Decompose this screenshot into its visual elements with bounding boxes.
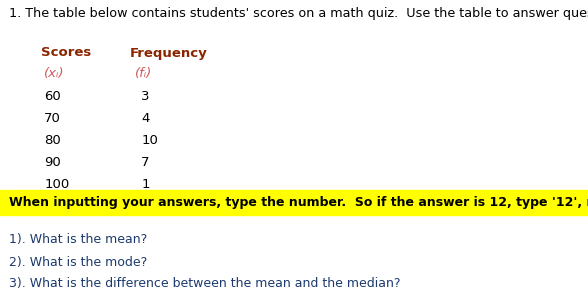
Text: (fᵢ): (fᵢ) [135,68,152,80]
Text: Frequency: Frequency [129,46,207,59]
Text: 1. The table below contains students' scores on a math quiz.  Use the table to a: 1. The table below contains students' sc… [9,8,588,20]
Text: 80: 80 [44,134,61,147]
Text: 1). What is the mean?: 1). What is the mean? [9,232,147,245]
Text: 100: 100 [44,178,69,190]
Text: 70: 70 [44,112,61,125]
Text: 60: 60 [44,90,61,103]
Text: (xᵢ): (xᵢ) [44,68,65,80]
Text: Scores: Scores [41,46,91,59]
Text: 10: 10 [141,134,158,147]
Text: 90: 90 [44,156,61,169]
Text: 3). What is the difference between the mean and the median?: 3). What is the difference between the m… [9,277,400,290]
FancyBboxPatch shape [0,190,588,214]
Text: 7: 7 [141,156,149,169]
Text: When inputting your answers, type the number.  So if the answer is 12, type '12': When inputting your answers, type the nu… [9,196,588,209]
Text: 3: 3 [141,90,149,103]
Text: 4: 4 [141,112,149,125]
Text: 1: 1 [141,178,149,190]
Text: 2). What is the mode?: 2). What is the mode? [9,256,147,268]
